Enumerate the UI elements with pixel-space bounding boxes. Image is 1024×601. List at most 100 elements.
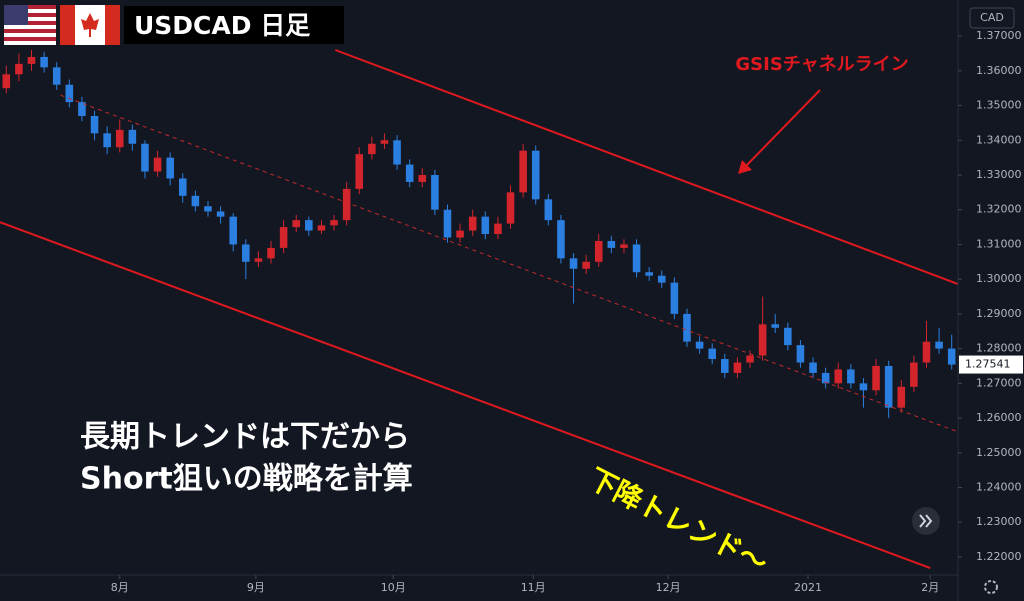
y-tick-label: 1.24000 xyxy=(976,481,1022,494)
last-price-box xyxy=(959,355,1023,374)
x-tick-label: 2月 xyxy=(921,581,939,594)
candle-body xyxy=(481,216,490,235)
candle-body xyxy=(456,230,464,238)
candle-body xyxy=(443,209,452,238)
candle-body xyxy=(935,341,943,349)
candle-body xyxy=(431,175,439,210)
candle-body xyxy=(191,195,200,207)
candle-body xyxy=(746,355,754,363)
candle-body xyxy=(784,327,792,346)
candle-body xyxy=(847,369,855,384)
candle-body xyxy=(103,133,111,148)
candle-body xyxy=(897,386,906,408)
candle-body xyxy=(305,220,313,231)
candle-body xyxy=(368,143,376,155)
y-tick-label: 1.25000 xyxy=(976,446,1022,459)
last-price-label: 1.27541 xyxy=(965,358,1011,371)
candle-body xyxy=(2,74,11,89)
candle-body xyxy=(65,84,74,103)
currency-box[interactable] xyxy=(969,7,1015,29)
candle-body xyxy=(821,372,830,384)
candle-body xyxy=(557,220,565,259)
candle-body xyxy=(809,362,817,373)
candle-body xyxy=(468,216,477,231)
candle-body xyxy=(405,164,414,182)
candle-body xyxy=(242,244,250,262)
candle-body xyxy=(279,227,288,248)
candle-body xyxy=(292,220,301,228)
x-tick-label: 9月 xyxy=(247,581,265,594)
arrow xyxy=(738,89,821,174)
scroll-button[interactable] xyxy=(912,507,940,535)
y-tick-label: 1.37000 xyxy=(976,29,1022,42)
y-tick-label: 1.33000 xyxy=(976,168,1022,181)
candle-body xyxy=(204,206,212,212)
candle-body xyxy=(342,188,351,221)
us-flag xyxy=(4,5,56,45)
candle-body xyxy=(733,362,742,373)
settings-icon[interactable] xyxy=(984,580,998,594)
candle-body xyxy=(506,192,515,224)
candle-body xyxy=(418,175,427,182)
currency[interactable]: CAD xyxy=(980,11,1004,24)
trend-line xyxy=(0,221,931,569)
candle-body xyxy=(141,143,149,172)
candle-body xyxy=(721,359,729,373)
x-tick-label: 12月 xyxy=(656,581,681,594)
candle-body xyxy=(620,244,628,248)
candle-body xyxy=(317,225,326,231)
candle-body xyxy=(859,383,868,391)
y-tick-label: 1.29000 xyxy=(976,307,1022,320)
candle-body xyxy=(254,258,263,262)
y-tick-label: 1.22000 xyxy=(976,550,1022,563)
candle-body xyxy=(796,345,805,363)
candle-body xyxy=(607,240,616,248)
y-tick-label: 1.28000 xyxy=(976,342,1022,355)
candle-body xyxy=(115,129,124,148)
y-tick-label: 1.36000 xyxy=(976,64,1022,77)
candle-body xyxy=(267,247,275,259)
candle-body xyxy=(380,140,389,144)
candle-body xyxy=(519,150,527,193)
candle-body xyxy=(683,313,691,342)
candle-body xyxy=(771,324,780,328)
candle-body xyxy=(166,157,174,179)
x-tick-label: 8月 xyxy=(111,581,129,594)
candle-body xyxy=(153,157,162,172)
candle-body xyxy=(947,348,956,365)
candle-body xyxy=(872,365,880,391)
candle-body xyxy=(40,56,48,68)
candle-body xyxy=(758,324,767,356)
candle-body xyxy=(910,362,918,387)
candle-body xyxy=(632,244,641,273)
plot xyxy=(0,49,959,569)
x-tick-label: 2021 xyxy=(794,581,822,594)
candle-body xyxy=(52,67,61,85)
candle-body xyxy=(78,102,86,116)
y-tick-label: 1.26000 xyxy=(976,411,1022,424)
candle-body xyxy=(216,211,225,217)
candle-body xyxy=(922,341,931,363)
chart-title: USDCAD 日足 xyxy=(134,11,310,40)
note-line: 長期トレンドは下だから xyxy=(80,420,410,455)
candle-body xyxy=(708,348,716,360)
candle-body xyxy=(494,223,502,235)
y-tick-label: 1.32000 xyxy=(976,203,1022,216)
candle-body xyxy=(884,365,893,408)
x-tick-label: 11月 xyxy=(521,581,546,594)
y-tick-label: 1.27000 xyxy=(976,376,1022,389)
candle-body xyxy=(594,240,603,262)
candle-body xyxy=(531,150,540,200)
candle-body xyxy=(645,272,653,276)
candle-body xyxy=(15,63,23,75)
y-tick-label: 1.31000 xyxy=(976,237,1022,250)
y-tick-label: 1.30000 xyxy=(976,272,1022,285)
title-box xyxy=(124,6,344,44)
candle-body xyxy=(834,369,843,384)
x-tick-label: 10月 xyxy=(381,581,406,594)
y-tick-label: 1.34000 xyxy=(976,133,1022,146)
candle-body xyxy=(178,178,187,196)
candle-body xyxy=(330,220,338,226)
